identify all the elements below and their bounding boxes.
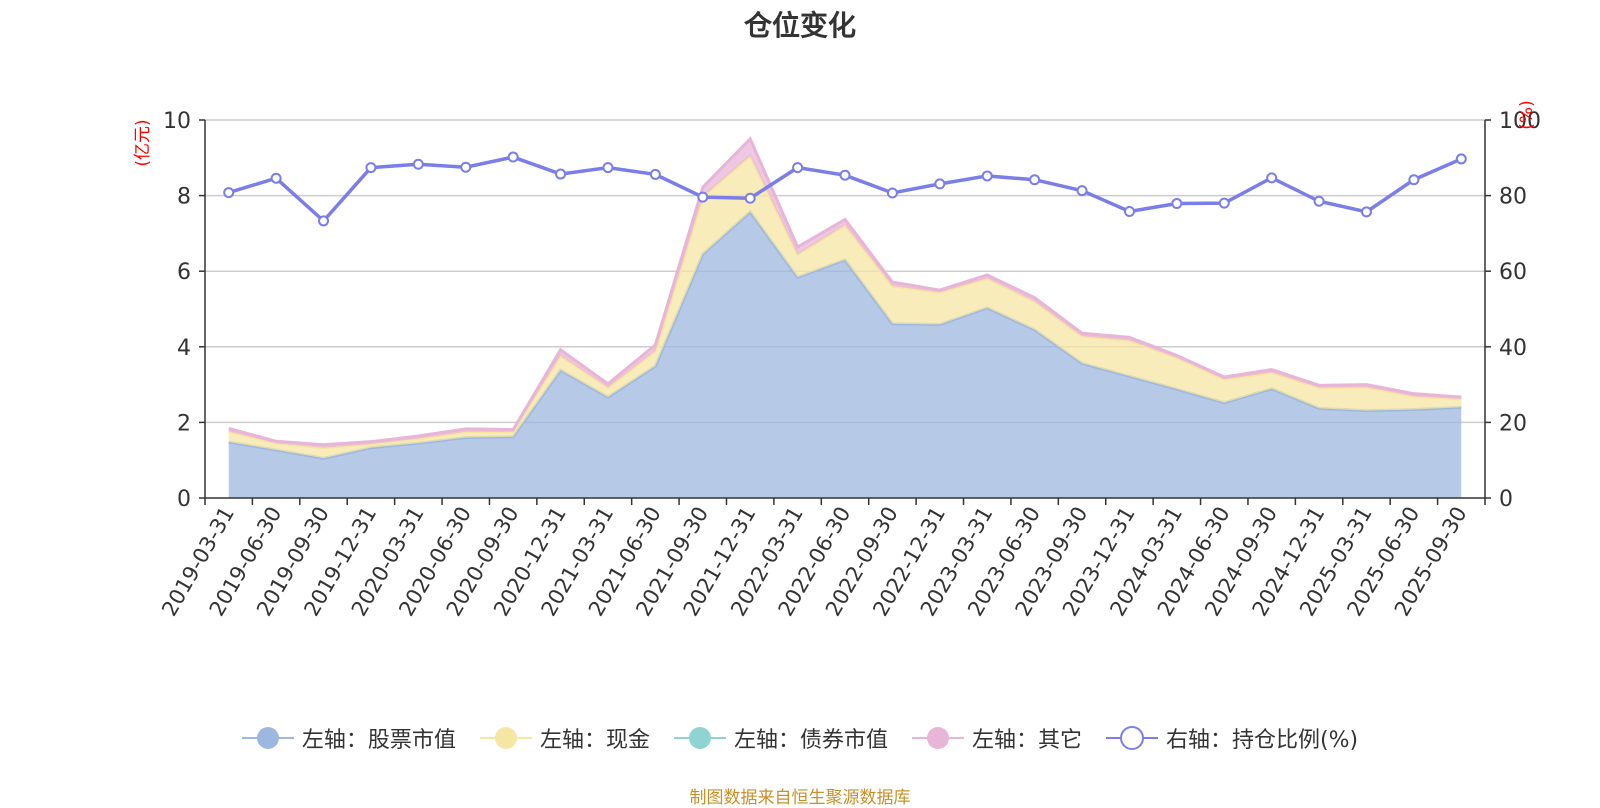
ratio-point [1457,154,1466,163]
legend-marker-icon [674,724,726,752]
left-tick-label: 8 [177,185,191,210]
legend-label: 左轴：现金 [540,722,650,754]
legend-item[interactable]: 左轴：债券市值 [674,722,888,754]
ratio-point [366,163,375,172]
legend-label: 左轴：股票市值 [302,722,456,754]
area-layer [229,139,1462,498]
ratio-point [983,171,992,180]
ratio-point [603,163,612,172]
ratio-point [461,163,470,172]
legend-marker-icon [1106,724,1158,752]
ratio-point [556,170,565,179]
ratio-point [698,193,707,202]
ratio-point [935,179,944,188]
legend-marker-icon [912,724,964,752]
ratio-point [1315,197,1324,206]
ratio-point [224,188,233,197]
legend-label: 左轴：债券市值 [734,722,888,754]
legend-marker-icon [242,724,294,752]
left-axis-unit: (亿元) [133,119,153,166]
ratio-point [841,171,850,180]
legend-label: 右轴：持仓比例(%) [1166,722,1358,754]
left-tick-label: 2 [177,411,191,436]
legend-marker-icon [480,724,532,752]
ratio-point [1267,173,1276,182]
left-tick-label: 4 [177,336,191,361]
ratio-point [414,160,423,169]
ratio-point [1220,199,1229,208]
ratio-point [1030,175,1039,184]
legend: 左轴：股票市值 左轴：现金 左轴：债券市值 左轴：其它 右轴：持仓比例(%) [0,722,1600,754]
ratio-point [509,153,518,162]
ratio-line-layer [224,153,1466,226]
ratio-point [746,194,755,203]
legend-item[interactable]: 右轴：持仓比例(%) [1106,722,1358,754]
ratio-point [1125,207,1134,216]
legend-item[interactable]: 左轴：现金 [480,722,650,754]
ratio-point [793,163,802,172]
right-axis-unit: (%) [1517,100,1537,129]
ratio-point [1362,207,1371,216]
right-tick-label: 80 [1499,185,1527,210]
legend-item[interactable]: 左轴：股票市值 [242,722,456,754]
right-tick-label: 0 [1499,487,1513,512]
ratio-point [272,174,281,183]
ratio-point [651,170,660,179]
ratio-point [1409,175,1418,184]
ratio-point [888,188,897,197]
legend-label: 左轴：其它 [972,722,1082,754]
ratio-point [1172,199,1181,208]
right-tick-label: 20 [1499,411,1527,436]
left-tick-label: 0 [177,487,191,512]
source-note: 制图数据来自恒生聚源数据库 [0,783,1600,808]
legend-item[interactable]: 左轴：其它 [912,722,1082,754]
ratio-point [319,216,328,225]
right-tick-label: 60 [1499,260,1527,285]
left-tick-label: 10 [163,109,191,134]
ratio-point [1078,186,1087,195]
left-tick-label: 6 [177,260,191,285]
right-tick-label: 40 [1499,336,1527,361]
